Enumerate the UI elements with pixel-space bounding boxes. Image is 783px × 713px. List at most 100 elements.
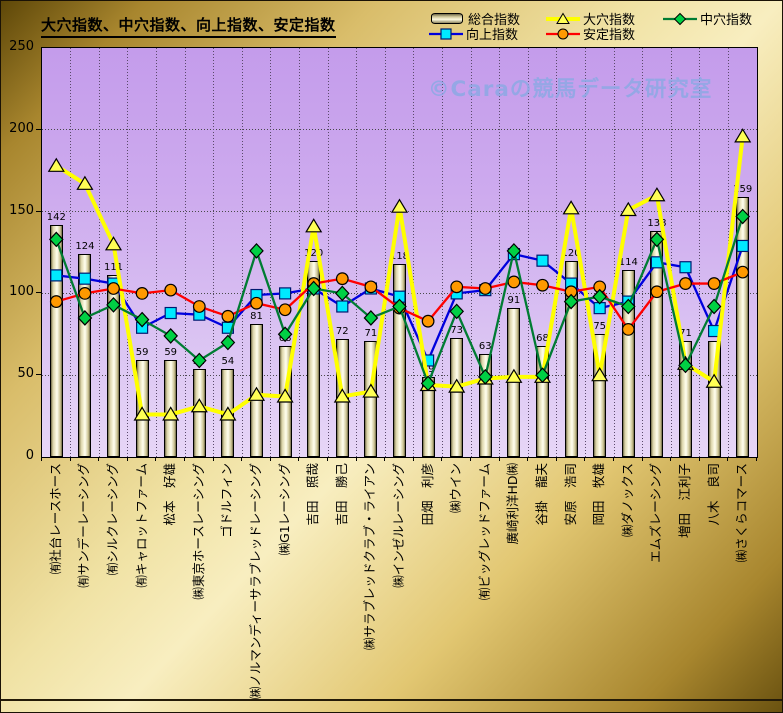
series-plot-layer: [47, 128, 752, 421]
marker-diamond-mid-upset-index: [506, 242, 522, 259]
x-tickmark: [184, 457, 185, 461]
x-category-label: ㈱東京ホースレーシング: [190, 463, 206, 600]
marker-diamond-mid-upset-index: [334, 285, 350, 302]
marker-circle-stability-index: [621, 322, 635, 336]
x-category-label: ㈱ウイン: [448, 463, 464, 514]
marker-diamond-mid-upset-index: [249, 242, 264, 259]
x-tickmark: [613, 457, 614, 461]
marker-circle-stability-index: [135, 286, 149, 300]
marker-diamond-mid-upset-index: [477, 368, 493, 385]
bar-value-label: 71: [679, 327, 692, 339]
marker-diamond-mid-upset-index: [678, 357, 693, 374]
x-category-label: 廣崎利洋HD㈱: [505, 463, 521, 545]
marker-triangle-longshot-index: [76, 175, 94, 190]
watermark: ©Caraの競馬データ研究室: [428, 77, 713, 102]
x-tickmark: [355, 457, 357, 461]
bar-value-label: 63: [478, 340, 492, 352]
marker-diamond-mid-upset-index: [420, 375, 436, 392]
marker-circle-stability-index: [164, 283, 178, 297]
v-gridline: [98, 48, 100, 457]
marker-diamond-mid-upset-index: [48, 231, 64, 248]
marker-diamond-mid-upset-index: [620, 298, 636, 315]
x-tickmark: [584, 457, 586, 461]
x-category-label: 松本 好雄: [162, 463, 178, 526]
x-category-label: 田畑 利彦: [419, 463, 435, 526]
marker-diamond-mid-upset-index: [392, 298, 407, 315]
bar-total-index: [107, 275, 120, 457]
v-gridline: [470, 48, 472, 457]
legend-label: 安定指数: [583, 28, 636, 43]
marker-circle-stability-index: [736, 265, 750, 279]
marker-circle-stability-index: [707, 277, 721, 290]
bar-value-label: 111: [103, 262, 124, 274]
x-category-label: 吉田 照哉: [305, 463, 321, 526]
bar-value-label: 73: [450, 324, 464, 336]
marker-diamond-mid-upset-index: [363, 310, 379, 326]
x-tickmark: [126, 457, 128, 461]
bar-value-label: 49: [421, 363, 435, 375]
y-tickmark: [36, 210, 41, 212]
x-tickmark: [470, 457, 471, 461]
bar-value-label: 81: [250, 311, 263, 323]
y-tickmark: [36, 128, 41, 130]
marker-circle-stability-index: [478, 282, 492, 295]
x-tickmark: [412, 457, 414, 461]
square-line-swatch-icon: [429, 27, 463, 40]
x-category-label: 増田 江利子: [677, 463, 692, 539]
x-tickmark: [298, 457, 300, 461]
v-gridline: [441, 48, 443, 457]
marker-circle-stability-index: [364, 280, 378, 294]
marker-square-rise-index: [736, 239, 749, 253]
marker-square-rise-index: [164, 306, 177, 320]
marker-square-rise-index: [50, 269, 63, 282]
y-tickmark: [36, 292, 41, 294]
legend-item-total-index: 総合指数: [429, 11, 520, 28]
triangle-line-swatch-icon: [546, 12, 580, 24]
marker-diamond-mid-upset-index: [649, 231, 665, 248]
v-gridline: [270, 48, 272, 457]
v-gridline: [642, 48, 644, 457]
legend-label: 中穴指数: [700, 13, 753, 28]
marker-triangle-longshot-index: [505, 368, 523, 383]
bar-value-label: 124: [75, 241, 95, 253]
marker-diamond-mid-upset-index: [563, 293, 579, 310]
marker-square-rise-index: [336, 300, 349, 313]
bar-total-index: [49, 224, 63, 457]
marker-circle-stability-index: [650, 285, 664, 299]
marker-triangle-longshot-index: [247, 386, 266, 401]
marker-square-rise-index: [536, 254, 549, 267]
bar-value-label: 118: [389, 250, 410, 262]
v-gridline: [155, 48, 157, 457]
circle-line-swatch-icon: [546, 28, 580, 39]
marker-circle-stability-index: [421, 314, 435, 328]
v-gridline: [670, 48, 672, 457]
marker-triangle-longshot-index: [362, 383, 380, 398]
x-category-label: ㈲社台レースホース: [47, 463, 63, 575]
marker-circle-stability-index: [78, 286, 92, 300]
x-tickmark: [155, 457, 157, 461]
x-tickmark: [69, 457, 71, 461]
bar-total-index: [192, 368, 206, 457]
marker-triangle-longshot-index: [619, 201, 637, 217]
marker-diamond-mid-upset-index: [163, 328, 179, 344]
marker-square-rise-index: [78, 272, 92, 285]
x-category-label: ㈲ビッグレッドファーム: [476, 463, 492, 601]
marker-triangle-longshot-index: [104, 236, 123, 251]
v-gridline: [413, 48, 415, 457]
x-category-label: ㈲キャロットファーム: [133, 463, 149, 588]
marker-circle-stability-index: [192, 300, 206, 313]
x-tickmark: [441, 457, 443, 461]
marker-triangle-longshot-index: [219, 406, 237, 421]
marker-circle-stability-index: [278, 303, 292, 317]
marker-square-rise-index: [279, 287, 292, 300]
bar-total-index: [450, 337, 464, 457]
x-category-label: 安原 浩司: [562, 463, 578, 526]
marker-triangle-longshot-index: [333, 388, 351, 403]
marker-circle-stability-index: [450, 280, 464, 294]
x-category-label: 八木 良司: [705, 463, 721, 526]
v-gridline: [699, 48, 701, 457]
x-tickmark: [327, 457, 328, 461]
marker-circle-stability-index: [335, 272, 349, 286]
bar-value-label: 54: [221, 355, 235, 367]
